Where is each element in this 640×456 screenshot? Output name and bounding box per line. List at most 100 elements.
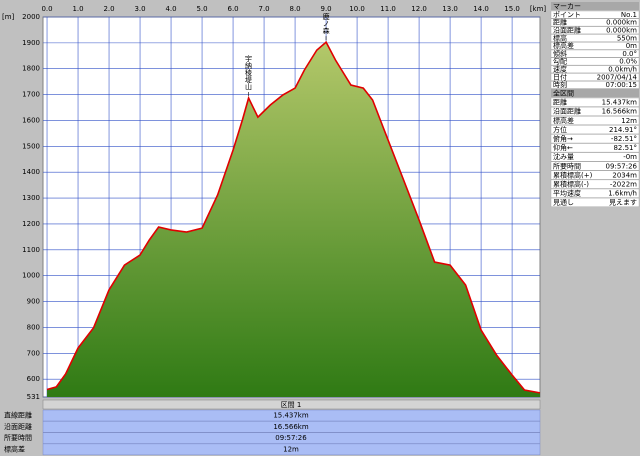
panel-row-bg [550, 42, 640, 50]
panel-row-value: 0.0° [622, 50, 637, 58]
section-value-bg [42, 421, 541, 433]
panel-row-bg [550, 125, 640, 135]
panel-row-label: 平均速度 [553, 189, 581, 198]
x-tick-label: 11.0 [380, 5, 396, 13]
panel-row-label: 日付 [553, 72, 567, 81]
panel-row-bg [550, 26, 640, 35]
panel-row-bg [550, 152, 640, 162]
profile-line [46, 40, 541, 394]
y-tick-label: 1300 [22, 194, 40, 202]
panel-row-bg [550, 143, 640, 153]
panel-row-bg [550, 57, 640, 66]
x-tick-label: 9.0 [320, 5, 331, 13]
panel-title: マーカー [553, 3, 581, 11]
panel-row-bg [550, 170, 640, 180]
x-axis-label: [km] [530, 5, 547, 13]
panel-row-value: 16.566km [602, 108, 638, 116]
panel-row-label: 標高差 [553, 116, 574, 125]
panel-row-bg [550, 10, 640, 19]
panel-row-label: 方位 [553, 125, 567, 134]
panel-row-value: 0.000km [606, 19, 637, 27]
panel-row-bg [550, 97, 640, 107]
panel-row-bg [550, 18, 640, 27]
y-tick-label: 700 [27, 349, 40, 357]
y-tick-label: 1400 [22, 168, 40, 176]
y-tick-label: 1200 [22, 220, 40, 228]
section-row-value: 15.437km [273, 412, 309, 420]
panel-row-label: 仰角← [553, 143, 573, 152]
panel-row-value: 2007/04/14 [597, 73, 638, 81]
panel-header-bg [551, 89, 639, 97]
section-row-label: 直線距離 [4, 411, 32, 420]
panel-row-label: 累積標高(-) [553, 179, 589, 188]
panel-row-value: 09:57:26 [606, 162, 638, 170]
panel-row-bg [550, 161, 640, 171]
y-axis-label: [m] [2, 13, 15, 21]
panel-row-value: 0m [626, 42, 637, 50]
panel-row-bg [550, 73, 640, 81]
panel-row-bg [550, 188, 640, 198]
section-row-value: 09:57:26 [275, 434, 307, 442]
section-value-bg [42, 432, 541, 444]
y-tick-label: 800 [27, 323, 40, 331]
panel-row-label: 時刻 [553, 80, 567, 89]
panel-row-value: 0.000km [606, 27, 637, 35]
panel-row-bg [550, 197, 640, 207]
panel-row-value: 0.0% [619, 58, 637, 66]
y-tick-label: 600 [27, 375, 40, 383]
x-tick-label: 8.0 [289, 5, 300, 13]
x-tick-label: 0.0 [41, 5, 52, 13]
panel-row-value: 214.91° [609, 126, 637, 134]
panel-row-label: 沿面距離 [553, 107, 581, 116]
panel-row-label: 標高 [553, 33, 567, 42]
section-value-bg [42, 409, 541, 422]
y-tick-label: 2000 [22, 13, 40, 21]
panel-row-label: 見通し [553, 198, 574, 207]
panel-row-value: 15.437km [602, 99, 638, 107]
y-tick-label: 1000 [22, 272, 40, 280]
x-tick-label: 5.0 [196, 5, 207, 13]
area-fill [47, 42, 540, 397]
x-tick-label: 3.0 [134, 5, 145, 13]
panel-row-bg [550, 65, 640, 74]
panel-row-value: -0m [623, 153, 637, 161]
panel-row-label: 所要時間 [553, 161, 581, 170]
panel-row-label: 俯角→ [553, 134, 573, 143]
y-tick-label: 1500 [22, 142, 40, 150]
y-tick-label: 900 [27, 298, 40, 306]
x-tick-label: 14.0 [473, 5, 489, 13]
section-value-bg [42, 443, 541, 456]
panel-row-value: 2034m [612, 171, 637, 179]
panel-row-value: 1.6km/h [608, 190, 637, 198]
panel-row-bg [550, 80, 640, 89]
x-tick-label: 2.0 [103, 5, 114, 13]
panel-row-value: 12m [621, 117, 637, 125]
x-tick-label: 15.0 [504, 5, 520, 13]
panel-row-label: 速度 [553, 65, 567, 74]
y-tick-label: 531 [27, 393, 40, 401]
panel-row-bg [550, 179, 640, 189]
panel-row-value: 550m [617, 34, 637, 42]
x-tick-label: 6.0 [227, 5, 238, 13]
section-row-label: 標高差 [4, 444, 25, 453]
panel-row-bg [550, 106, 640, 116]
y-tick-label: 1100 [22, 246, 40, 254]
panel-row-bg [550, 49, 640, 58]
x-tick-label: 10.0 [349, 5, 365, 13]
panel-row-bg [550, 34, 640, 42]
y-tick-label: 1600 [22, 116, 40, 124]
section-row-value: 12m [283, 445, 299, 453]
panel-row-label: 傾斜 [553, 49, 567, 58]
panel-row-value: -2022m [610, 180, 637, 188]
x-tick-label: 12.0 [411, 5, 427, 13]
y-tick-label: 1900 [22, 39, 40, 47]
panel-title: 全区間 [553, 89, 574, 98]
panel-row-value: 82.51° [613, 144, 637, 152]
panel-row-value: 0.0km/h [608, 66, 637, 74]
section-row-value: 16.566km [273, 423, 309, 431]
panel-row-label: 累積標高(+) [553, 170, 593, 179]
x-tick-label: 7.0 [258, 5, 269, 13]
panel-header-bg [551, 2, 639, 10]
